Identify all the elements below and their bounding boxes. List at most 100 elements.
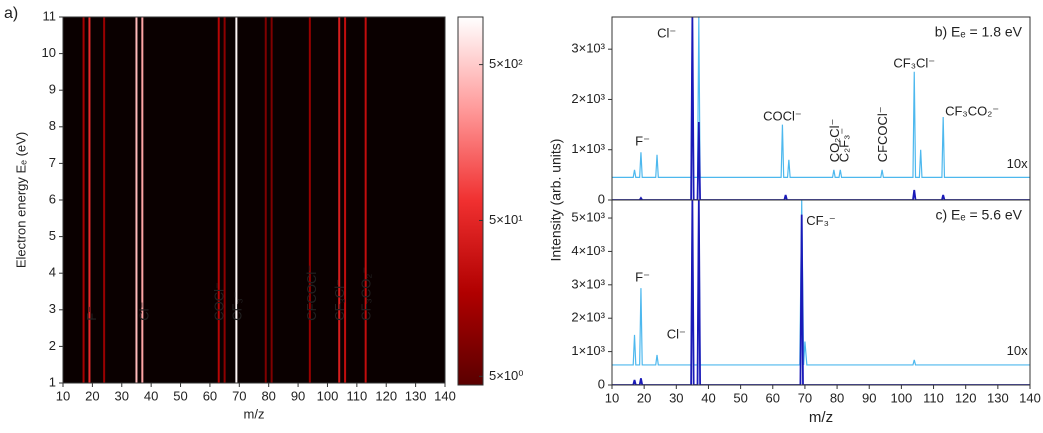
y-tick-label: 6 <box>49 191 56 206</box>
intensity-stripe <box>308 17 311 383</box>
y-tick-label: 0 <box>598 191 605 206</box>
colorbar-tick-label: 5×10² <box>489 56 523 71</box>
x-tick-label: 20 <box>637 390 651 405</box>
intensity-stripe <box>344 17 347 383</box>
intensity-stripe <box>235 17 238 383</box>
y-tick-label: 8 <box>49 118 56 133</box>
y-tick-label: 2×10³ <box>571 310 605 325</box>
y-axis-label: Electron energy Eₑ (eV) <box>13 132 28 268</box>
x-tick-label: 90 <box>862 390 876 405</box>
x-tick-label: 50 <box>733 390 747 405</box>
peak-label: COCl⁻ <box>212 282 227 321</box>
spectra <box>612 17 1030 200</box>
y-tick-label: 11 <box>43 8 57 23</box>
x-tick-label: 30 <box>115 388 129 403</box>
peak-label: CF₃CO₂⁻ <box>359 267 374 321</box>
panel-label: a) <box>4 5 18 22</box>
x-tick-label: 80 <box>830 390 844 405</box>
x-tick-label: 130 <box>405 388 427 403</box>
spectrum-line <box>612 200 1030 385</box>
peak-label: CF₃Cl⁻ <box>893 56 935 71</box>
x-tick-label: 70 <box>798 390 812 405</box>
heatmap-background <box>63 17 445 383</box>
intensity-stripe <box>103 17 106 383</box>
y-tick-label: 2×10³ <box>571 91 605 106</box>
colorbar-tick-label: 5×10⁰ <box>489 368 524 383</box>
peak-label: CFCOCl⁻ <box>875 106 890 162</box>
intensity-stripe <box>270 17 273 383</box>
intensity-stripe <box>364 17 367 383</box>
x-tick-label: 40 <box>701 390 715 405</box>
x-tick-label: 90 <box>291 388 305 403</box>
y-tick-label: 3×10³ <box>571 41 605 56</box>
x-tick-label: 140 <box>434 388 456 403</box>
peak-label: CF₃CO₂⁻ <box>945 103 999 118</box>
x-tick-label: 100 <box>317 388 339 403</box>
x-tick-label: 110 <box>923 390 944 405</box>
intensity-stripe <box>217 17 220 383</box>
x-tick-label: 130 <box>987 390 1009 405</box>
x-tick-label: 60 <box>766 390 780 405</box>
x-tick-label: 20 <box>85 388 99 403</box>
heatmap-cells <box>82 17 367 383</box>
y-tick-label: 2 <box>49 338 56 353</box>
y-tick-label: 1 <box>49 374 56 389</box>
colorbar <box>457 16 484 386</box>
peak-label: 10x <box>1007 156 1028 171</box>
x-tick-label: 100 <box>891 390 913 405</box>
x-tick-label: 50 <box>173 388 187 403</box>
intensity-stripe <box>135 17 138 383</box>
x-tick-label: 40 <box>144 388 158 403</box>
peak-label: CF₃⁻ <box>229 291 244 321</box>
peak-label: F⁻ <box>635 270 650 285</box>
peak-label: CO₂Cl⁻ <box>827 119 842 163</box>
panel-title: b) Eₑ = 1.8 eV <box>935 24 1023 40</box>
x-tick-label: 140 <box>1019 390 1041 405</box>
peak-label: Cl⁻ <box>137 302 152 321</box>
panel-title: c) Eₑ = 5.6 eV <box>935 207 1022 223</box>
x-axis-label: m/z <box>809 409 833 426</box>
y-tick-label: 3×10³ <box>571 276 605 291</box>
intensity-stripe <box>264 17 267 383</box>
y-tick-label: 4×10³ <box>571 243 605 258</box>
spectra <box>612 200 1030 385</box>
x-axis-label: m/z <box>244 406 265 421</box>
x-tick-label: 10 <box>605 390 619 405</box>
y-tick-label: 9 <box>49 82 56 97</box>
peak-label: CF₃⁻ <box>806 213 836 228</box>
y-tick-label: 1×10³ <box>571 343 605 358</box>
y-tick-label: 10 <box>42 45 56 60</box>
peak-label: F⁻ <box>84 306 99 321</box>
intensity-stripe <box>223 17 226 383</box>
x-tick-label: 10 <box>56 388 70 403</box>
y-tick-label: 3 <box>49 301 56 316</box>
x-tick-label: 110 <box>346 388 367 403</box>
peak-label: CF₃Cl⁻ <box>332 279 347 321</box>
x-tick-label: 60 <box>203 388 217 403</box>
y-tick-label: 1×10³ <box>571 141 605 156</box>
x-tick-label: 120 <box>375 388 397 403</box>
peak-label: F⁻ <box>635 134 650 149</box>
intensity-stripe <box>88 17 91 383</box>
x-tick-label: 80 <box>261 388 275 403</box>
peak-label: COCl⁻ <box>763 108 802 123</box>
plot-frame <box>611 199 1031 386</box>
intensity-stripe <box>82 17 85 383</box>
y-axis-label: Intensity (arb. units) <box>548 139 564 262</box>
x-tick-label: 30 <box>669 390 683 405</box>
peak-label: C₂F₃⁻ <box>837 128 852 163</box>
y-tick-label: 0 <box>598 376 605 391</box>
peak-label: 10x <box>1007 343 1028 358</box>
intensity-stripe <box>141 17 144 383</box>
x-tick-label: 70 <box>232 388 246 403</box>
y-tick-label: 4 <box>49 265 56 280</box>
peak-label: Cl⁻ <box>667 326 686 341</box>
peak-label: CFCOCl⁻ <box>304 265 319 321</box>
y-tick-label: 5×10³ <box>571 209 605 224</box>
intensity-stripe <box>338 17 341 383</box>
peak-label: Cl⁻ <box>657 26 676 41</box>
colorbar-tick-label: 5×10¹ <box>489 212 523 227</box>
y-tick-label: 5 <box>49 228 56 243</box>
y-tick-label: 7 <box>49 155 56 170</box>
